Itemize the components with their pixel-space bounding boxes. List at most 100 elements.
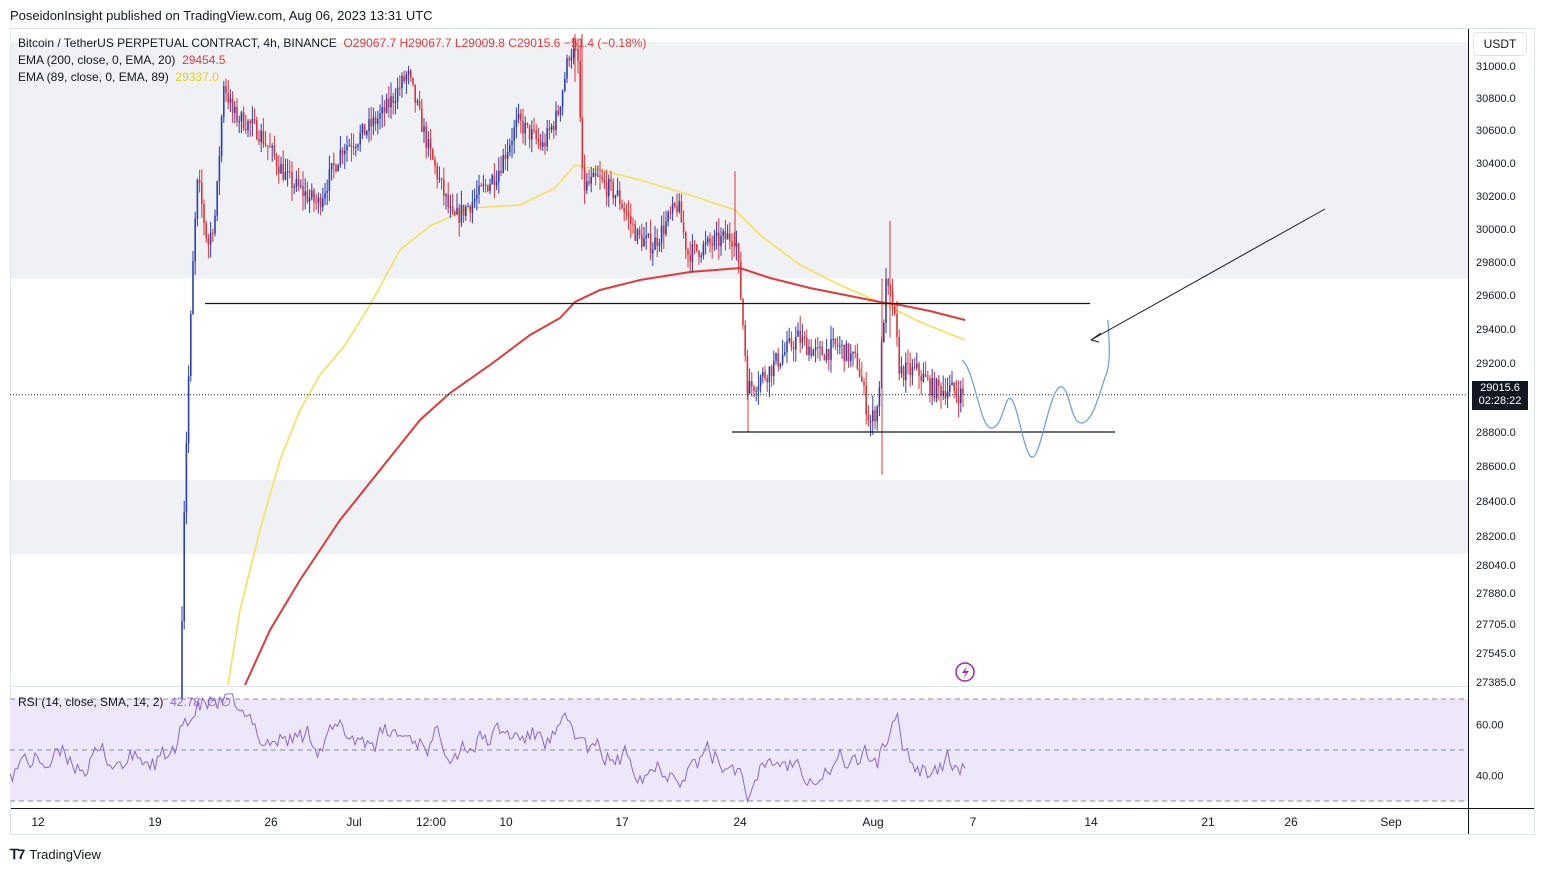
candle-body (572, 48, 575, 58)
candle-body (513, 127, 515, 141)
candle-body (333, 163, 335, 166)
candle-body (704, 242, 707, 245)
candle-body (335, 165, 337, 172)
candle-body (504, 155, 507, 159)
candle-body (326, 190, 328, 193)
candle-body (735, 243, 738, 247)
candle-body (654, 237, 656, 250)
candle-body (205, 222, 207, 239)
candle-body (209, 232, 212, 245)
candle-body (766, 378, 768, 383)
currency-button[interactable]: USDT (1473, 32, 1527, 56)
candle-body (828, 349, 830, 360)
lightning-icon[interactable] (955, 662, 975, 682)
candle-body (482, 184, 485, 186)
candle-body (674, 203, 676, 207)
candle-body (550, 125, 553, 130)
candle-body (462, 204, 465, 217)
candle-body (234, 106, 236, 113)
candle-body (218, 156, 221, 182)
candle-body (852, 351, 854, 354)
candle-body (841, 344, 843, 346)
candle-body (187, 375, 190, 444)
candle-body (361, 124, 364, 133)
candle-body (575, 48, 577, 50)
candle-body (905, 362, 907, 381)
candle-body (328, 169, 331, 191)
candle-body (709, 238, 711, 244)
candle-body (823, 355, 826, 361)
candle-body (568, 58, 570, 61)
candle-body (350, 145, 353, 148)
candle-body (836, 344, 839, 347)
candle-body (676, 206, 678, 212)
rsi-pane: 60.00 40.00 (9, 693, 1504, 804)
candle-body (258, 139, 260, 142)
low-value: L29009.8 (454, 36, 505, 50)
candle-body (957, 395, 960, 404)
candle-body (471, 201, 474, 213)
candle-body (619, 190, 621, 204)
candle-body (388, 98, 390, 108)
candle-body (286, 171, 289, 173)
candle-body (759, 376, 762, 387)
candle-body (183, 512, 185, 621)
candle-body (491, 175, 493, 184)
candle-body (821, 346, 823, 356)
candle-body (830, 339, 832, 360)
candle-body (784, 351, 786, 355)
candle-body (808, 346, 810, 356)
candle-body (533, 129, 535, 131)
candle-body (539, 141, 542, 147)
candle-body (944, 390, 947, 399)
candle-body (275, 156, 278, 167)
candle-body (764, 371, 766, 379)
candle-body (506, 151, 509, 159)
candle-body (907, 362, 909, 364)
tradingview-footer[interactable]: ꓔ7 TradingView (10, 846, 101, 863)
candle-body (790, 338, 793, 348)
candle-body (724, 231, 727, 240)
zone-0 (10, 42, 1468, 279)
candle-body (729, 233, 731, 242)
candle-body (313, 190, 315, 203)
candle-body (546, 128, 548, 147)
candle-body (517, 113, 520, 120)
candle-body (601, 177, 603, 180)
candle-body (434, 159, 436, 166)
candle-body (502, 155, 504, 174)
candle-body (592, 172, 595, 177)
candle-body (746, 355, 749, 394)
candle-body (779, 363, 782, 367)
price-tick-label: 30600.0 (1476, 125, 1516, 137)
candle-body (786, 341, 788, 352)
candle-body (942, 390, 944, 396)
candle-body (770, 366, 773, 376)
candle-body (357, 144, 359, 147)
candle-body (700, 255, 702, 258)
candle-body (920, 375, 922, 382)
candle-body (885, 278, 887, 323)
candle-body (621, 203, 623, 209)
candle-body (476, 194, 478, 199)
time-tick-label: 12:00 (416, 815, 446, 829)
candle-body (652, 249, 654, 254)
outer-frame (10, 28, 1535, 835)
candle-body (865, 385, 867, 415)
candle-body (883, 322, 885, 343)
candle-body (229, 98, 232, 103)
candle-body (733, 246, 735, 248)
time-tick-label: Sep (1380, 815, 1402, 829)
candle-body (374, 117, 377, 124)
candle-body (737, 243, 740, 262)
candle-body (524, 123, 526, 134)
candle-body (436, 165, 438, 180)
candle-body (273, 145, 276, 157)
price-axis: 31000.0 30800.0 30600.0 30400.0 30200.0 30000… (1476, 61, 1516, 689)
candle-body (931, 378, 933, 396)
candle-body (656, 237, 658, 246)
candle-body (262, 130, 265, 145)
time-tick-label: Aug (862, 815, 883, 829)
candle-body (812, 350, 815, 356)
